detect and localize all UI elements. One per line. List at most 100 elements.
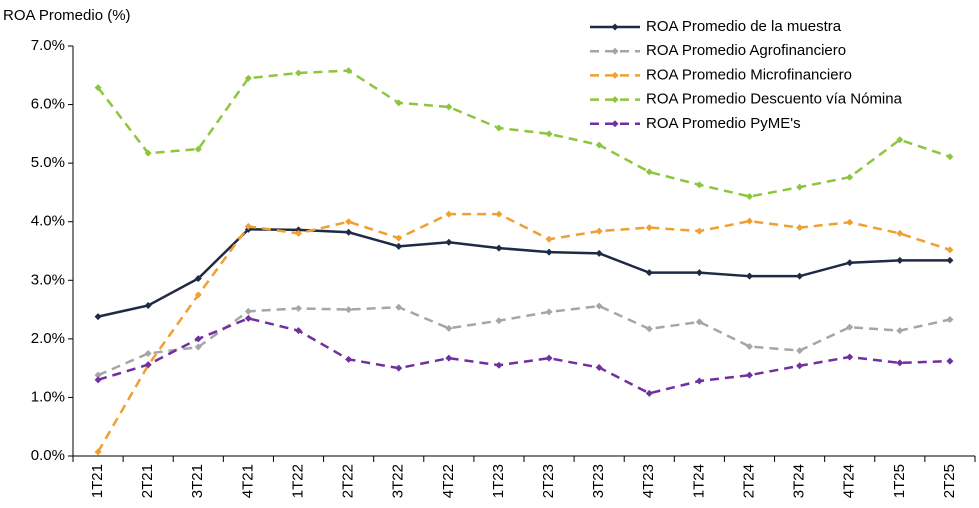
point: [395, 234, 403, 242]
y-tick-label: 5.0%: [31, 154, 65, 171]
legend-label: ROA Promedio Descuento vía Nómina: [646, 91, 903, 108]
legend-label: ROA Promedio de la muestra: [646, 18, 842, 35]
legend-marker: [611, 71, 619, 79]
point: [595, 249, 603, 257]
point: [746, 193, 753, 201]
point: [94, 371, 102, 379]
point: [345, 355, 353, 363]
point: [194, 291, 202, 299]
legend-label: ROA Promedio Microfinanciero: [646, 66, 852, 83]
point: [946, 256, 954, 264]
point: [194, 343, 202, 351]
y-tick-label: 7.0%: [31, 37, 65, 54]
point: [545, 248, 553, 256]
y-tick-label: 1.0%: [31, 388, 65, 405]
point: [94, 313, 102, 321]
point: [796, 347, 804, 355]
point: [595, 302, 603, 310]
point: [495, 244, 503, 252]
x-tick-label: 1T25: [891, 464, 908, 498]
point: [144, 361, 152, 369]
y-tick-label: 4.0%: [31, 213, 65, 230]
x-tick-label: 4T24: [841, 464, 858, 498]
x-tick-label: 4T21: [239, 464, 256, 498]
point: [946, 316, 954, 324]
point: [295, 226, 302, 234]
point: [144, 149, 152, 157]
point: [695, 318, 703, 326]
point: [695, 181, 703, 189]
point: [896, 359, 904, 367]
point: [445, 238, 453, 246]
legend-marker: [611, 96, 619, 104]
point: [695, 377, 703, 385]
point: [345, 306, 353, 314]
point: [395, 242, 403, 250]
point: [495, 210, 503, 218]
x-tick-label: 3T22: [390, 464, 407, 498]
series-line: [97, 304, 951, 377]
point: [796, 183, 804, 191]
point: [896, 256, 904, 264]
x-tick-label: 3T24: [791, 464, 808, 498]
point: [445, 210, 453, 218]
point: [244, 74, 252, 82]
point: [695, 227, 703, 235]
y-tick-label: 3.0%: [31, 271, 65, 288]
point: [846, 218, 854, 226]
x-tick-label: 3T21: [189, 464, 206, 498]
point: [946, 246, 954, 254]
point: [345, 228, 353, 236]
x-tick-label: 4T22: [440, 464, 457, 498]
point: [495, 124, 503, 132]
legend-marker: [611, 120, 619, 128]
point: [645, 389, 653, 397]
point: [595, 364, 603, 372]
x-tick-label: 2T21: [139, 464, 156, 498]
point: [746, 371, 753, 379]
x-tick-label: 4T23: [640, 464, 657, 498]
point: [295, 229, 302, 237]
point: [445, 354, 453, 362]
y-tick-label: 2.0%: [31, 330, 65, 347]
x-tick-label: 1T21: [89, 464, 106, 498]
point: [896, 229, 904, 237]
x-tick-label: 2T25: [941, 464, 958, 498]
x-tick-label: 1T23: [490, 464, 507, 498]
point: [295, 304, 302, 312]
point: [345, 218, 353, 226]
point: [946, 153, 954, 161]
chart-title: ROA Promedio (%): [3, 7, 131, 24]
point: [595, 227, 603, 235]
x-tick-label: 2T24: [740, 464, 757, 498]
legend-label: ROA Promedio Agrofinanciero: [646, 42, 846, 59]
x-tick-label: 3T23: [590, 464, 607, 498]
point: [295, 327, 302, 335]
point: [645, 325, 653, 333]
point: [194, 275, 202, 283]
point: [545, 130, 553, 138]
point: [194, 335, 202, 343]
point: [395, 364, 403, 372]
x-tick-label: 2T22: [340, 464, 357, 498]
point: [194, 145, 202, 153]
point: [746, 272, 753, 280]
legend-marker: [611, 47, 619, 55]
legend-label: ROA Promedio PyME's: [646, 115, 801, 132]
point: [345, 67, 353, 75]
point: [94, 84, 102, 92]
point: [94, 448, 102, 456]
series-line: [97, 228, 950, 318]
point: [846, 323, 854, 331]
point: [796, 224, 804, 232]
point: [946, 357, 954, 365]
point: [796, 362, 804, 370]
point: [244, 314, 252, 322]
point: [645, 269, 653, 277]
point: [846, 259, 854, 267]
point: [846, 173, 854, 181]
point: [695, 269, 703, 277]
y-tick-label: 6.0%: [31, 96, 65, 113]
point: [445, 324, 453, 332]
